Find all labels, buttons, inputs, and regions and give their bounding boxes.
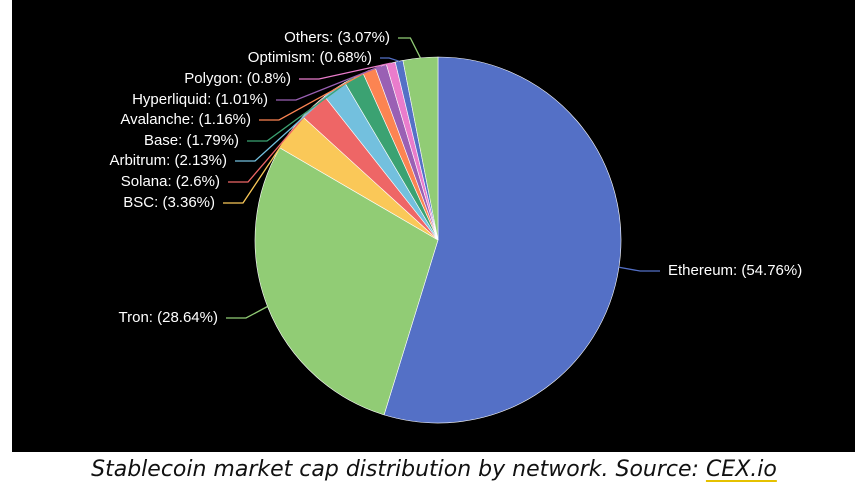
pie-slice xyxy=(254,147,439,416)
slice-label: Tron: (28.64%) xyxy=(119,309,219,326)
pie-slice xyxy=(402,56,439,241)
caption: Stablecoin market cap distribution by ne… xyxy=(0,452,868,488)
label-line xyxy=(299,62,391,80)
slice-label: Hyperliquid: (1.01%) xyxy=(132,91,268,108)
slice-label: Others: (3.07%) xyxy=(284,29,390,46)
label-line xyxy=(235,88,335,162)
caption-text: Stablecoin market cap distribution by ne… xyxy=(91,457,706,482)
label-line xyxy=(226,305,268,319)
slice-label: BSC: (3.36%) xyxy=(123,194,215,211)
label-line xyxy=(223,131,292,204)
label-line xyxy=(247,77,355,142)
label-line xyxy=(276,65,382,101)
slice-label: Base: (1.79%) xyxy=(144,132,239,149)
slice-label: Optimism: (0.68%) xyxy=(248,49,372,66)
label-line xyxy=(380,57,400,62)
label-line xyxy=(398,37,421,59)
slice-label: Polygon: (0.8%) xyxy=(184,70,291,87)
source-link[interactable]: CEX.io xyxy=(705,457,777,482)
chart: Ethereum: (54.76%) Tron: (28.64%) BSC: (3.… xyxy=(12,0,855,452)
slice-label: Solana: (2.6%) xyxy=(121,173,220,190)
slice-label: Avalanche: (1.16%) xyxy=(120,111,251,128)
label-line xyxy=(259,69,370,121)
label-line xyxy=(618,266,660,272)
label-line xyxy=(228,105,314,183)
slice-label: Ethereum: (54.76%) xyxy=(668,262,802,279)
slice-label: Arbitrum: (2.13%) xyxy=(109,152,227,169)
